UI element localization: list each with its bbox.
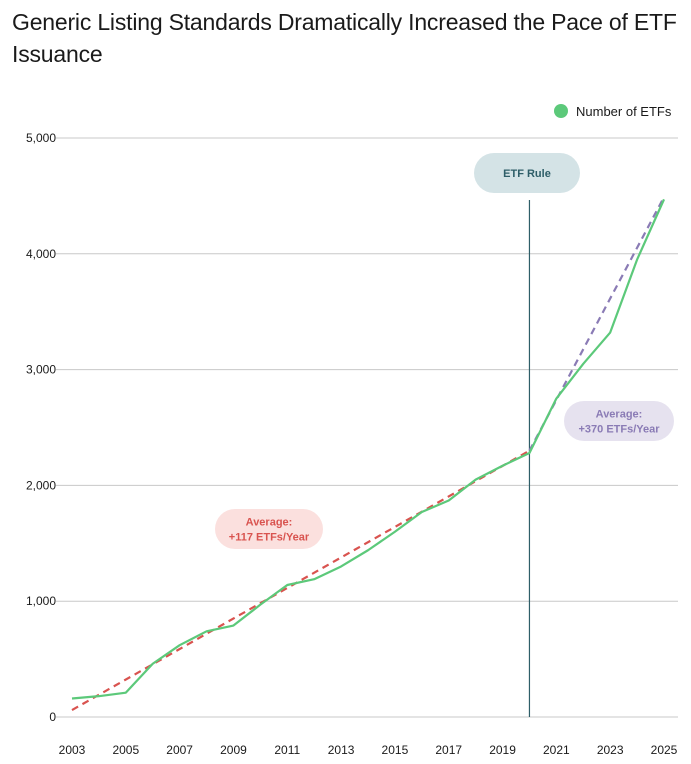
post-rule-average-bubble [564,401,674,441]
y-tick-label: 5,000 [26,131,56,145]
pre-rule-trendline [71,449,530,712]
x-tick-label: 2003 [59,743,86,757]
y-tick-label: 1,000 [26,594,56,608]
x-tick-label: 2005 [112,743,139,757]
x-tick-label: 2023 [597,743,624,757]
y-tick-label: 3,000 [26,363,56,377]
x-tick-label: 2007 [166,743,193,757]
pre-rule-average-text: +117 ETFs/Year [229,532,310,544]
x-tick-label: 2011 [274,743,300,757]
x-tick-label: 2009 [220,743,247,757]
etf-rule-label-bubble [474,153,580,193]
x-tick-label: 2025 [651,743,678,757]
pre-rule-average-bubble [215,509,323,549]
chart-title: Generic Listing Standards Dramatically I… [12,9,677,67]
post-rule-average-text: +370 ETFs/Year [578,424,660,436]
legend-label: Number of ETFs [576,104,672,119]
etf-rule-label-text: ETF Rule [503,168,551,180]
y-tick-label: 0 [49,710,56,724]
pre-rule-average-text: Average: [246,517,293,529]
number-of-etfs-line [71,198,666,700]
y-tick-label: 4,000 [26,247,56,261]
x-tick-label: 2013 [328,743,355,757]
x-tick-label: 2019 [489,743,516,757]
post-rule-average-text: Average: [596,409,643,421]
y-tick-label: 2,000 [26,478,56,492]
x-tick-label: 2017 [435,743,462,757]
x-tick-label: 2021 [543,743,570,757]
x-tick-label: 2015 [382,743,409,757]
legend-marker [554,104,568,118]
